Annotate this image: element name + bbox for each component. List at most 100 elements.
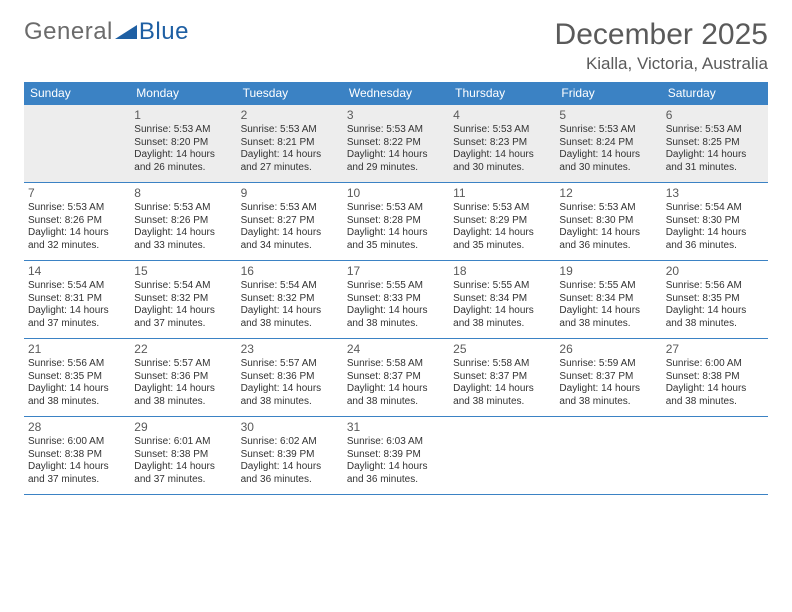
day-cell: 14Sunrise: 5:54 AMSunset: 8:31 PMDayligh… bbox=[24, 260, 130, 338]
sunset-line: Sunset: 8:32 PM bbox=[134, 293, 232, 306]
day-number: 23 bbox=[241, 342, 339, 357]
sunrise-line: Sunrise: 6:03 AM bbox=[347, 436, 445, 449]
day-cell: 6Sunrise: 5:53 AMSunset: 8:25 PMDaylight… bbox=[662, 104, 768, 182]
day-cell: 12Sunrise: 5:53 AMSunset: 8:30 PMDayligh… bbox=[555, 182, 661, 260]
sunset-line: Sunset: 8:37 PM bbox=[453, 371, 551, 384]
daylight-line: Daylight: 14 hours and 35 minutes. bbox=[453, 227, 551, 252]
sunrise-line: Sunrise: 5:53 AM bbox=[559, 202, 657, 215]
sunset-line: Sunset: 8:34 PM bbox=[559, 293, 657, 306]
sunset-line: Sunset: 8:38 PM bbox=[134, 449, 232, 462]
daylight-line: Daylight: 14 hours and 36 minutes. bbox=[559, 227, 657, 252]
sunrise-line: Sunrise: 5:53 AM bbox=[134, 124, 232, 137]
sunset-line: Sunset: 8:39 PM bbox=[241, 449, 339, 462]
sunrise-line: Sunrise: 5:53 AM bbox=[241, 124, 339, 137]
day-cell: 31Sunrise: 6:03 AMSunset: 8:39 PMDayligh… bbox=[343, 416, 449, 494]
sunrise-line: Sunrise: 5:53 AM bbox=[347, 202, 445, 215]
day-cell: 27Sunrise: 6:00 AMSunset: 8:38 PMDayligh… bbox=[662, 338, 768, 416]
day-number: 18 bbox=[453, 264, 551, 279]
empty-cell bbox=[449, 416, 555, 494]
day-number: 10 bbox=[347, 186, 445, 201]
sunrise-line: Sunrise: 5:53 AM bbox=[241, 202, 339, 215]
day-number: 20 bbox=[666, 264, 764, 279]
sunset-line: Sunset: 8:30 PM bbox=[666, 215, 764, 228]
bottom-rule bbox=[24, 494, 768, 495]
sunrise-line: Sunrise: 5:53 AM bbox=[347, 124, 445, 137]
sunrise-line: Sunrise: 5:57 AM bbox=[241, 358, 339, 371]
sunrise-line: Sunrise: 5:54 AM bbox=[241, 280, 339, 293]
sunrise-line: Sunrise: 6:01 AM bbox=[134, 436, 232, 449]
day-number: 27 bbox=[666, 342, 764, 357]
daylight-line: Daylight: 14 hours and 38 minutes. bbox=[347, 305, 445, 330]
day-cell: 5Sunrise: 5:53 AMSunset: 8:24 PMDaylight… bbox=[555, 104, 661, 182]
day-number: 6 bbox=[666, 108, 764, 123]
day-cell: 2Sunrise: 5:53 AMSunset: 8:21 PMDaylight… bbox=[237, 104, 343, 182]
day-cell: 24Sunrise: 5:58 AMSunset: 8:37 PMDayligh… bbox=[343, 338, 449, 416]
logo: General Blue bbox=[24, 18, 189, 46]
daylight-line: Daylight: 14 hours and 38 minutes. bbox=[347, 383, 445, 408]
day-cell: 4Sunrise: 5:53 AMSunset: 8:23 PMDaylight… bbox=[449, 104, 555, 182]
day-cell: 17Sunrise: 5:55 AMSunset: 8:33 PMDayligh… bbox=[343, 260, 449, 338]
day-number: 8 bbox=[134, 186, 232, 201]
day-cell: 8Sunrise: 5:53 AMSunset: 8:26 PMDaylight… bbox=[130, 182, 236, 260]
day-number: 3 bbox=[347, 108, 445, 123]
day-number: 11 bbox=[453, 186, 551, 201]
day-number: 16 bbox=[241, 264, 339, 279]
sunrise-line: Sunrise: 6:00 AM bbox=[28, 436, 126, 449]
day-cell: 18Sunrise: 5:55 AMSunset: 8:34 PMDayligh… bbox=[449, 260, 555, 338]
daylight-line: Daylight: 14 hours and 26 minutes. bbox=[134, 149, 232, 174]
daylight-line: Daylight: 14 hours and 38 minutes. bbox=[559, 383, 657, 408]
sunset-line: Sunset: 8:20 PM bbox=[134, 137, 232, 150]
sunrise-line: Sunrise: 6:02 AM bbox=[241, 436, 339, 449]
daylight-line: Daylight: 14 hours and 38 minutes. bbox=[666, 383, 764, 408]
dow-header: Wednesday bbox=[343, 82, 449, 104]
sunrise-line: Sunrise: 5:54 AM bbox=[28, 280, 126, 293]
sunset-line: Sunset: 8:37 PM bbox=[559, 371, 657, 384]
day-cell: 23Sunrise: 5:57 AMSunset: 8:36 PMDayligh… bbox=[237, 338, 343, 416]
sunset-line: Sunset: 8:38 PM bbox=[666, 371, 764, 384]
day-number: 31 bbox=[347, 420, 445, 435]
day-number: 1 bbox=[134, 108, 232, 123]
day-number: 12 bbox=[559, 186, 657, 201]
daylight-line: Daylight: 14 hours and 38 minutes. bbox=[241, 305, 339, 330]
day-number: 21 bbox=[28, 342, 126, 357]
sunset-line: Sunset: 8:26 PM bbox=[134, 215, 232, 228]
day-number: 13 bbox=[666, 186, 764, 201]
empty-cell bbox=[555, 416, 661, 494]
sunset-line: Sunset: 8:39 PM bbox=[347, 449, 445, 462]
day-cell: 22Sunrise: 5:57 AMSunset: 8:36 PMDayligh… bbox=[130, 338, 236, 416]
day-number: 19 bbox=[559, 264, 657, 279]
sunrise-line: Sunrise: 5:53 AM bbox=[666, 124, 764, 137]
daylight-line: Daylight: 14 hours and 30 minutes. bbox=[559, 149, 657, 174]
sunrise-line: Sunrise: 6:00 AM bbox=[666, 358, 764, 371]
day-number: 30 bbox=[241, 420, 339, 435]
daylight-line: Daylight: 14 hours and 30 minutes. bbox=[453, 149, 551, 174]
day-cell: 20Sunrise: 5:56 AMSunset: 8:35 PMDayligh… bbox=[662, 260, 768, 338]
day-cell: 3Sunrise: 5:53 AMSunset: 8:22 PMDaylight… bbox=[343, 104, 449, 182]
daylight-line: Daylight: 14 hours and 38 minutes. bbox=[28, 383, 126, 408]
logo-triangle-icon bbox=[115, 18, 137, 46]
day-cell: 29Sunrise: 6:01 AMSunset: 8:38 PMDayligh… bbox=[130, 416, 236, 494]
location: Kialla, Victoria, Australia bbox=[555, 54, 768, 74]
sunset-line: Sunset: 8:22 PM bbox=[347, 137, 445, 150]
dow-header: Thursday bbox=[449, 82, 555, 104]
day-number: 4 bbox=[453, 108, 551, 123]
day-cell: 7Sunrise: 5:53 AMSunset: 8:26 PMDaylight… bbox=[24, 182, 130, 260]
daylight-line: Daylight: 14 hours and 34 minutes. bbox=[241, 227, 339, 252]
day-cell: 26Sunrise: 5:59 AMSunset: 8:37 PMDayligh… bbox=[555, 338, 661, 416]
sunset-line: Sunset: 8:34 PM bbox=[453, 293, 551, 306]
day-number: 5 bbox=[559, 108, 657, 123]
day-cell: 19Sunrise: 5:55 AMSunset: 8:34 PMDayligh… bbox=[555, 260, 661, 338]
sunrise-line: Sunrise: 5:53 AM bbox=[559, 124, 657, 137]
daylight-line: Daylight: 14 hours and 35 minutes. bbox=[347, 227, 445, 252]
sunset-line: Sunset: 8:30 PM bbox=[559, 215, 657, 228]
daylight-line: Daylight: 14 hours and 37 minutes. bbox=[134, 461, 232, 486]
sunset-line: Sunset: 8:36 PM bbox=[241, 371, 339, 384]
day-number: 15 bbox=[134, 264, 232, 279]
sunset-line: Sunset: 8:36 PM bbox=[134, 371, 232, 384]
sunset-line: Sunset: 8:21 PM bbox=[241, 137, 339, 150]
dow-header: Tuesday bbox=[237, 82, 343, 104]
sunset-line: Sunset: 8:24 PM bbox=[559, 137, 657, 150]
daylight-line: Daylight: 14 hours and 38 minutes. bbox=[453, 383, 551, 408]
daylight-line: Daylight: 14 hours and 36 minutes. bbox=[666, 227, 764, 252]
sunset-line: Sunset: 8:26 PM bbox=[28, 215, 126, 228]
